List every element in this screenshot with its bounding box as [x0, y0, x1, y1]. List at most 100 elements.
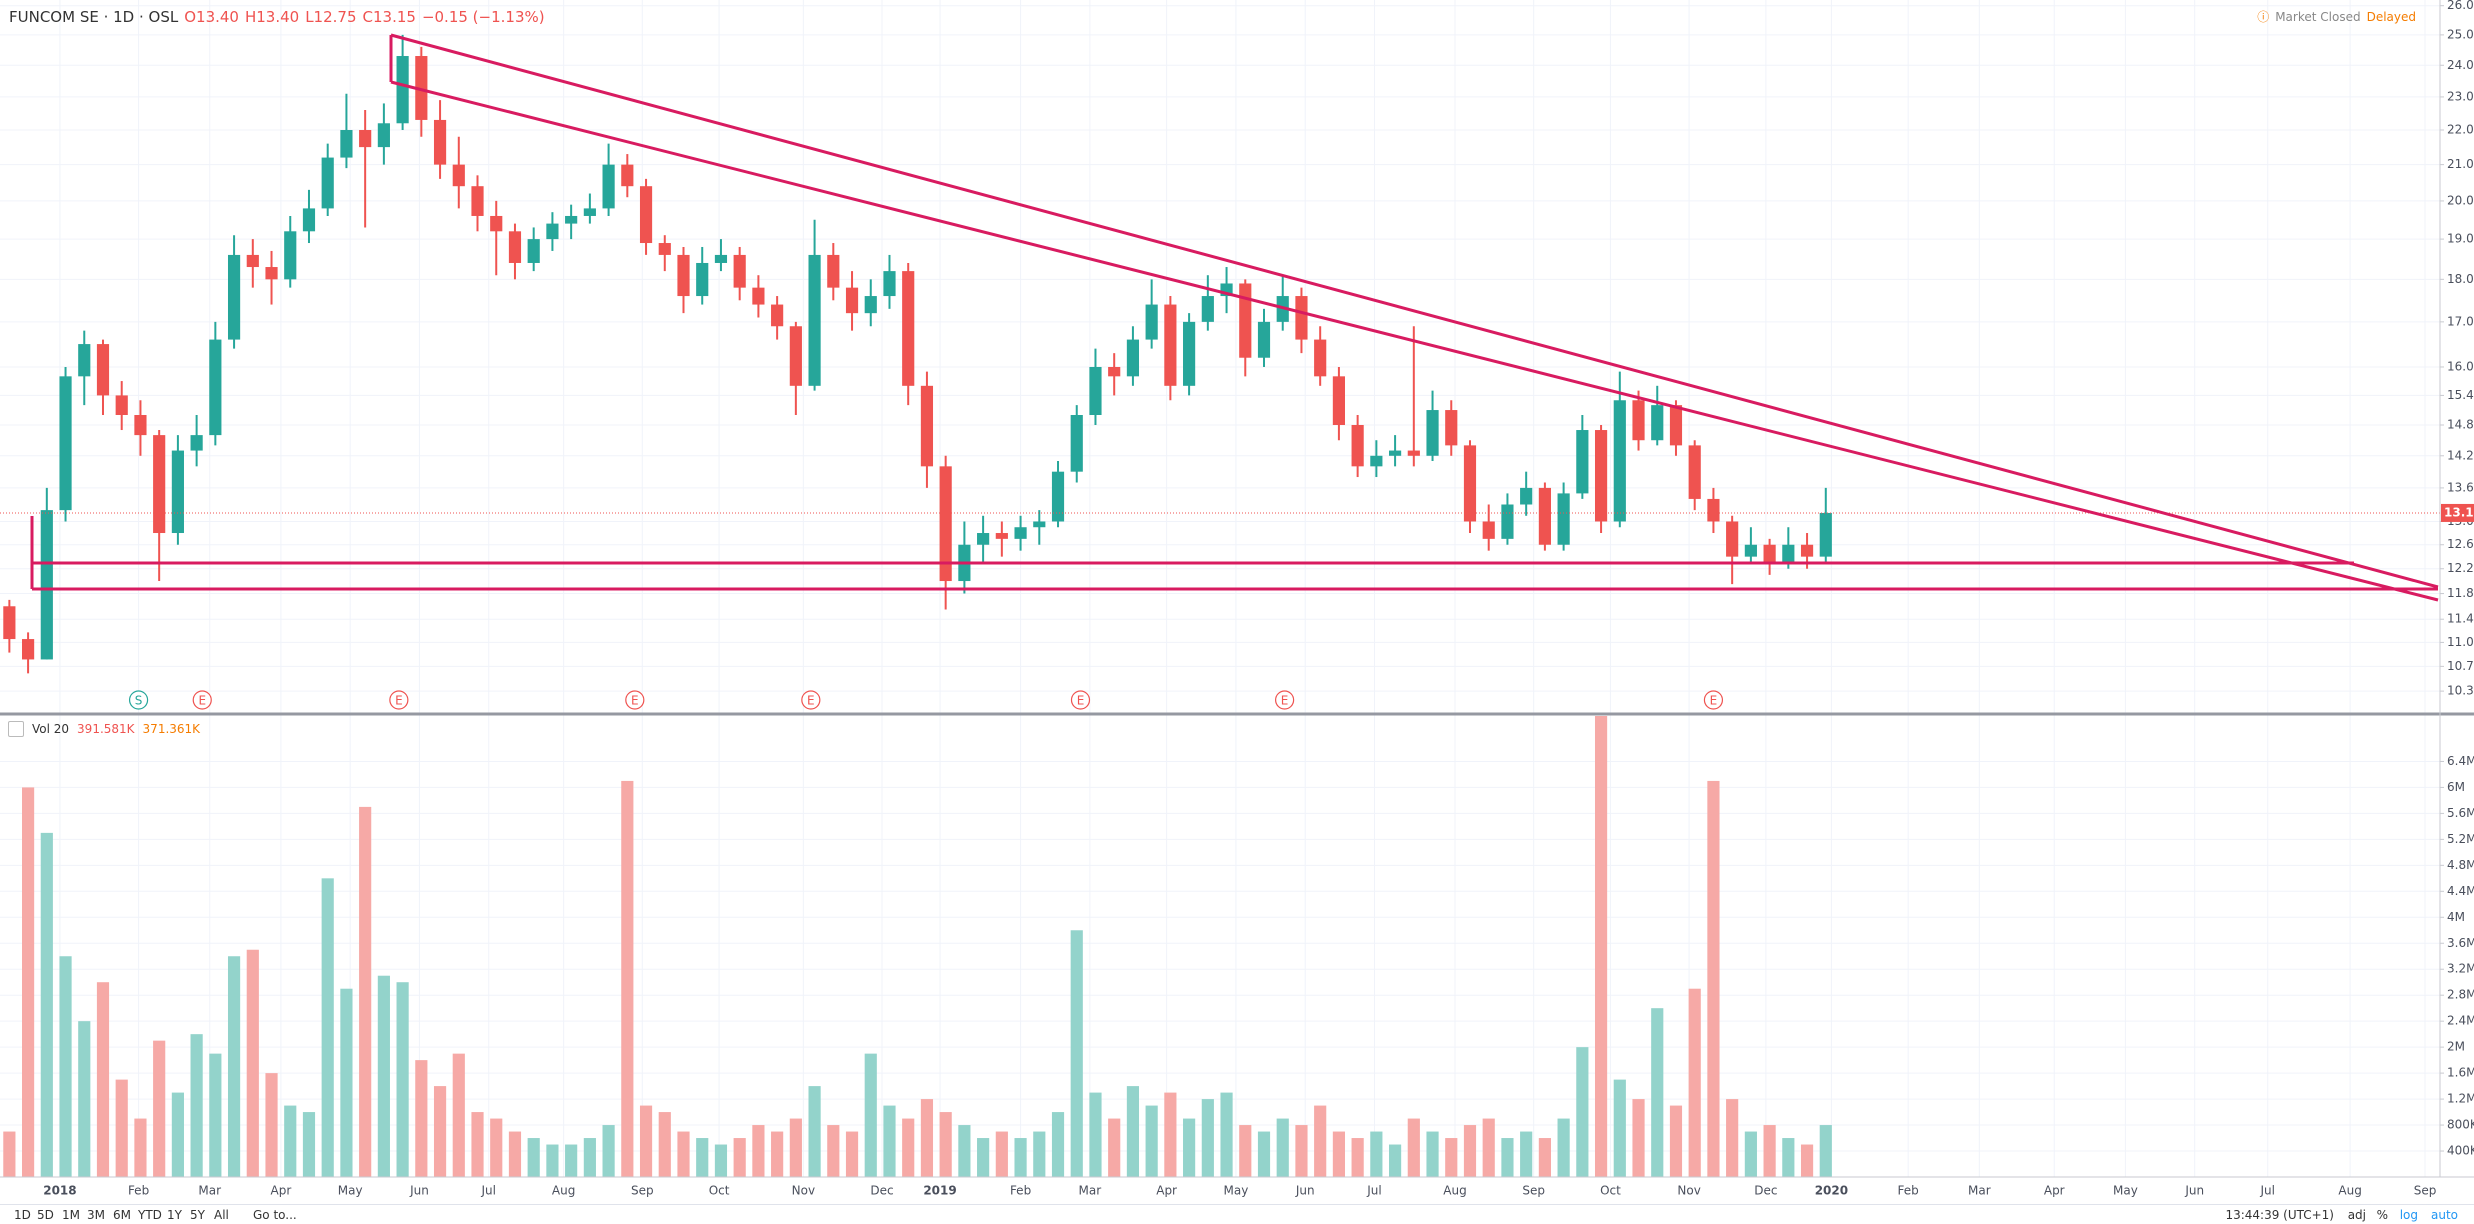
- x-tick-label: Apr: [1156, 1184, 1177, 1198]
- y-tick-label: 14.80: [2447, 417, 2474, 431]
- candle-body: [302, 208, 316, 232]
- candle-body: [977, 533, 990, 545]
- x-tick-label: May: [338, 1184, 363, 1198]
- volume-bar: [1239, 1125, 1252, 1177]
- volume-bar: [1389, 1144, 1402, 1177]
- close: C13.15: [362, 8, 416, 26]
- volume-bar: [190, 1034, 203, 1177]
- volume-bar: [527, 1138, 540, 1177]
- scale-option[interactable]: auto: [2430, 1208, 2458, 1222]
- event-label: E: [395, 694, 403, 708]
- range-button[interactable]: 1D: [14, 1208, 31, 1222]
- volume-bar: [1426, 1131, 1439, 1177]
- scale-option[interactable]: adj: [2347, 1208, 2366, 1222]
- range-button[interactable]: 6M: [113, 1208, 131, 1222]
- volume-bar: [1538, 1138, 1551, 1177]
- candle-body: [808, 254, 821, 386]
- x-tick-label: Aug: [1443, 1184, 1466, 1198]
- y-tick-label: 11.40: [2447, 612, 2474, 626]
- candle-body: [527, 239, 540, 263]
- range-button[interactable]: 1Y: [167, 1208, 182, 1222]
- y-tick-label: 23.00: [2447, 89, 2474, 103]
- candle-body: [209, 339, 222, 436]
- volume-bar: [415, 1060, 428, 1177]
- volume-bar: [1501, 1138, 1514, 1177]
- volume-bar: [771, 1131, 784, 1177]
- x-tick-label: Oct: [709, 1184, 730, 1198]
- volume-bar: [396, 982, 409, 1177]
- volume-bar: [209, 1053, 222, 1177]
- range-button[interactable]: 5Y: [190, 1208, 205, 1222]
- volume-bar: [1276, 1118, 1289, 1177]
- last-price-label: 13.15: [2444, 505, 2474, 519]
- volume-bar: [1445, 1138, 1458, 1177]
- candle-body: [1800, 544, 1814, 557]
- goto-button[interactable]: Go to...: [253, 1208, 297, 1222]
- candle-body: [471, 186, 484, 216]
- y-tick-label: 19.00: [2447, 232, 2474, 246]
- volume-bar: [115, 1079, 128, 1177]
- volume-bar: [1520, 1131, 1533, 1177]
- volume-legend: Vol 20 391.581K 371.361K: [8, 721, 200, 737]
- candle-body: [1445, 410, 1458, 446]
- candle-body: [1726, 521, 1739, 557]
- candle-body: [733, 254, 746, 288]
- range-button[interactable]: YTD: [138, 1208, 162, 1222]
- x-tick-label: Nov: [1677, 1184, 1700, 1198]
- range-button[interactable]: All: [214, 1208, 229, 1222]
- y-tick-label: 10.35: [2447, 684, 2474, 698]
- volume-bar: [621, 780, 634, 1177]
- candle-body: [995, 533, 1008, 539]
- event-label: E: [1077, 694, 1085, 708]
- volume-bar: [1576, 1047, 1589, 1177]
- y2-tick-label: 400K: [2447, 1144, 2474, 1158]
- candle-body: [190, 435, 203, 451]
- clock[interactable]: 13:44:39 (UTC+1): [2225, 1208, 2334, 1222]
- volume-bar: [1014, 1138, 1027, 1177]
- volume-bar: [752, 1125, 765, 1177]
- event-label: E: [198, 694, 206, 708]
- range-button[interactable]: 3M: [87, 1208, 105, 1222]
- volume-bar: [1220, 1092, 1233, 1177]
- volume-bar: [677, 1131, 690, 1177]
- x-tick-label: Aug: [2338, 1184, 2361, 1198]
- y-tick-label: 10.70: [2447, 659, 2474, 673]
- bottom-toolbar: 1D 5D 1M 3M 6M YTD 1Y 5Y All Go to... 13:44:39 (UT…: [0, 1204, 2474, 1224]
- event-label: E: [1710, 694, 1718, 708]
- x-tick-label: Mar: [198, 1184, 221, 1198]
- volume-bar: [1726, 1099, 1739, 1177]
- symbol[interactable]: FUNCOM SE · 1D · OSL: [9, 8, 179, 26]
- volume-bar: [883, 1105, 896, 1177]
- range-button[interactable]: 5D: [37, 1208, 54, 1222]
- collapse-button[interactable]: [8, 721, 24, 737]
- volume-bar: [340, 988, 353, 1177]
- volume-bar: [1070, 930, 1083, 1177]
- volume-bar: [265, 1073, 278, 1177]
- x-tick-label: Sep: [1522, 1184, 1545, 1198]
- candle-body: [1351, 424, 1364, 467]
- volume-bar: [902, 1118, 915, 1177]
- candle-body: [134, 414, 147, 436]
- candle-body: [1576, 430, 1589, 494]
- volume-bar: [1463, 1125, 1477, 1177]
- candle-body: [59, 376, 72, 511]
- volume-bar: [602, 1125, 615, 1177]
- x-tick-label: Jul: [481, 1184, 496, 1198]
- volume-bar: [1707, 780, 1720, 1177]
- scale-option[interactable]: log: [2399, 1208, 2418, 1222]
- y-tick-label: 22.00: [2447, 123, 2474, 137]
- volume-bar: [789, 1118, 802, 1177]
- scale-option[interactable]: %: [2376, 1208, 2388, 1222]
- volume-bar: [1370, 1131, 1383, 1177]
- volume-bar: [1351, 1138, 1364, 1177]
- y2-tick-label: 1.6M: [2447, 1066, 2474, 1080]
- candle-body: [565, 215, 578, 224]
- volume-bar: [958, 1125, 971, 1177]
- candle-body: [508, 231, 522, 263]
- candle-body: [583, 208, 596, 216]
- range-button[interactable]: 1M: [62, 1208, 80, 1222]
- x-tick-label: Dec: [1754, 1184, 1777, 1198]
- volume-bar: [1744, 1131, 1757, 1177]
- candle-body: [284, 231, 297, 280]
